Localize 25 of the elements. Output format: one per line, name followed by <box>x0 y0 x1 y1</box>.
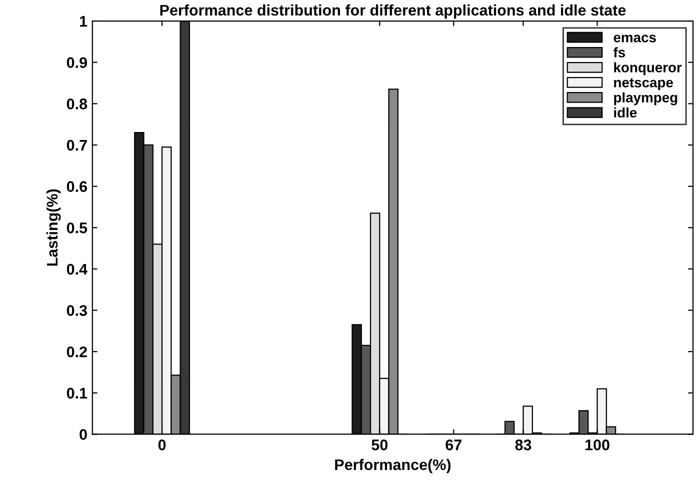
y-tick-label: 0.3 <box>66 305 87 316</box>
x-tick-label: 100 <box>585 439 610 450</box>
y-tick-label: 0.2 <box>66 346 87 358</box>
legend-label: plaympeg <box>614 92 678 106</box>
y-tick-label: 0.9 <box>66 57 87 68</box>
y-tick-label: 0.4 <box>66 264 88 275</box>
x-axis-title: Performance(%) <box>335 458 451 474</box>
y-axis-title: Lasting(%) <box>46 189 61 266</box>
x-tick-label: 67 <box>446 439 462 450</box>
y-tick-label: 0 <box>80 429 87 440</box>
legend-label: konqueror <box>614 62 682 76</box>
x-tick-label: 50 <box>372 439 388 450</box>
y-tick-label: 0.8 <box>66 98 88 110</box>
chart-title: Performance distribution for different applications and idle state <box>160 4 626 19</box>
y-tick-label: 0.6 <box>66 181 87 192</box>
y-tick-label: 0.1 <box>66 388 88 399</box>
x-tick-label: 83 <box>515 439 532 450</box>
legend-label: emacs <box>614 34 656 42</box>
y-tick-label: 1 <box>80 16 88 27</box>
legend-label: fs <box>613 47 625 58</box>
x-tick-label: 0 <box>158 439 166 450</box>
y-tick-label: 0.5 <box>66 222 88 234</box>
legend-label: idle <box>614 107 637 118</box>
legend-label: netscape <box>614 78 673 90</box>
y-tick-label: 0.7 <box>66 140 87 151</box>
